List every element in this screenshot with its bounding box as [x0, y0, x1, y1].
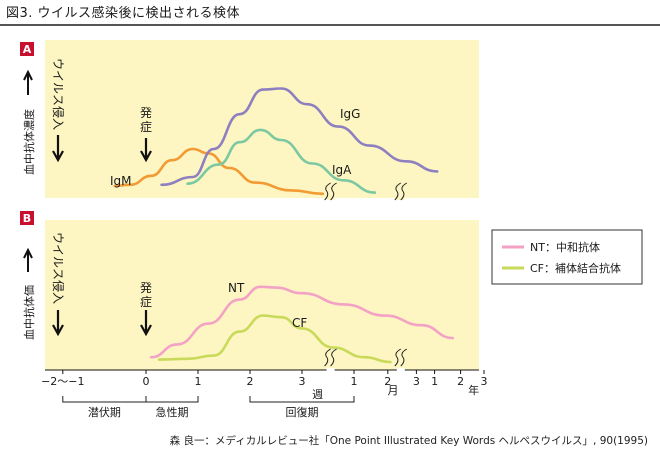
- series-label-nt: NT: [228, 281, 245, 295]
- series-label-iga: IgA: [332, 163, 352, 177]
- series-line-iga: [186, 128, 377, 194]
- series-line-nt: [149, 285, 455, 359]
- phase-label: 回復期: [286, 406, 319, 419]
- axis-break-mark: [330, 182, 337, 201]
- x-axis: −2〜−1 0 1 2 3 1 2 3 1 2 3週月年潜伏期 急性期 回復期: [41, 368, 488, 419]
- series-line-igg: [160, 87, 439, 187]
- axis-break-mark: [394, 182, 402, 201]
- axis-break-mark: [324, 182, 331, 201]
- panel-b-plot: NT CF: [149, 272, 455, 367]
- panel-a-label: A: [23, 43, 32, 56]
- panel-b-virus-arrow-icon: [52, 310, 64, 337]
- panel-a-onset-label: 発症: [140, 106, 152, 134]
- onset-char-2: 症: [140, 119, 152, 134]
- axis-break-mark: [330, 348, 337, 367]
- x-unit-month: 月: [388, 384, 399, 397]
- x-tick-label: 0: [143, 375, 150, 388]
- panel-b-onset-arrow-icon: [140, 310, 152, 337]
- legend-cf-label: CF：補体結合抗体: [530, 261, 621, 275]
- phase-bracket: [249, 396, 355, 403]
- series-label-cf: CF: [292, 316, 307, 330]
- x-axis-break: [326, 368, 335, 372]
- axis-break-gap: [396, 74, 405, 200]
- panel-b-label-badge: [20, 211, 34, 225]
- x-tick-label: 3: [413, 375, 420, 388]
- x-tick-label: −2〜−1: [41, 375, 84, 388]
- onset-char-1: 発: [140, 106, 152, 120]
- panel-a-ylabel: 血中抗体濃度: [22, 109, 36, 175]
- x-tick-label: 3: [481, 375, 488, 388]
- panel-a-y-arrow-icon: [23, 69, 33, 95]
- panel-a-onset-arrow-icon: [140, 138, 152, 163]
- phase-label: 急性期: [156, 405, 189, 419]
- phase-label: 潜伏期: [88, 405, 121, 419]
- phase-bracket: [62, 396, 147, 403]
- panel-b-background: [45, 220, 479, 370]
- x-unit-week: 週: [312, 388, 323, 401]
- panel-a-virus-entry-label: ウイルス侵入: [51, 58, 66, 130]
- x-tick-label: 1: [351, 375, 358, 388]
- title-rule: [0, 24, 660, 26]
- panel-b-onset-label: 発症: [140, 281, 152, 309]
- legend-box: [491, 229, 643, 285]
- x-axis-break: [396, 368, 405, 372]
- panel-a-background: [45, 40, 479, 198]
- figure-title: 図3. ウイルス感染後に検出される検体: [6, 6, 241, 21]
- onset-char-1: 発: [140, 281, 152, 295]
- panel-b-y-arrow-icon: [23, 247, 33, 272]
- x-tick-label: 1: [431, 375, 438, 388]
- legend-nt-label: NT：中和抗体: [530, 240, 600, 254]
- axis-break-gap: [326, 272, 335, 366]
- panel-b-label: B: [23, 212, 31, 225]
- x-tick-label: 1: [195, 375, 202, 388]
- axis-break-mark: [400, 348, 408, 367]
- source-credit: 森 良一：メディカルレビュー社「One Point Illustrated Ke…: [169, 435, 648, 447]
- onset-char-2: 症: [140, 294, 152, 309]
- phase-bracket: [145, 396, 199, 403]
- axis-break-mark: [324, 348, 331, 367]
- axis-break-mark: [394, 348, 402, 367]
- panel-b-ylabel: 血中抗体価: [22, 285, 36, 340]
- series-line-cf: [157, 314, 392, 364]
- axis-break-gap: [326, 74, 335, 200]
- series-label-igg: IgG: [340, 107, 360, 121]
- axis-break-mark: [400, 182, 408, 201]
- x-tick-label: 2: [384, 375, 391, 388]
- panel-a-label-badge: [20, 42, 34, 56]
- x-unit-year: 年: [468, 383, 479, 397]
- series-line-igm: [113, 147, 325, 196]
- series-label-igm: IgM: [110, 174, 132, 188]
- x-tick-label: 2: [247, 375, 254, 388]
- x-tick-label: 3: [299, 375, 306, 388]
- panel-b-virus-entry-label: ウイルス侵入: [51, 232, 66, 304]
- panel-a-plot: IgM IgG IgA: [110, 74, 439, 201]
- panel-a-virus-arrow-icon: [52, 135, 64, 163]
- x-tick-label: 2: [457, 375, 464, 388]
